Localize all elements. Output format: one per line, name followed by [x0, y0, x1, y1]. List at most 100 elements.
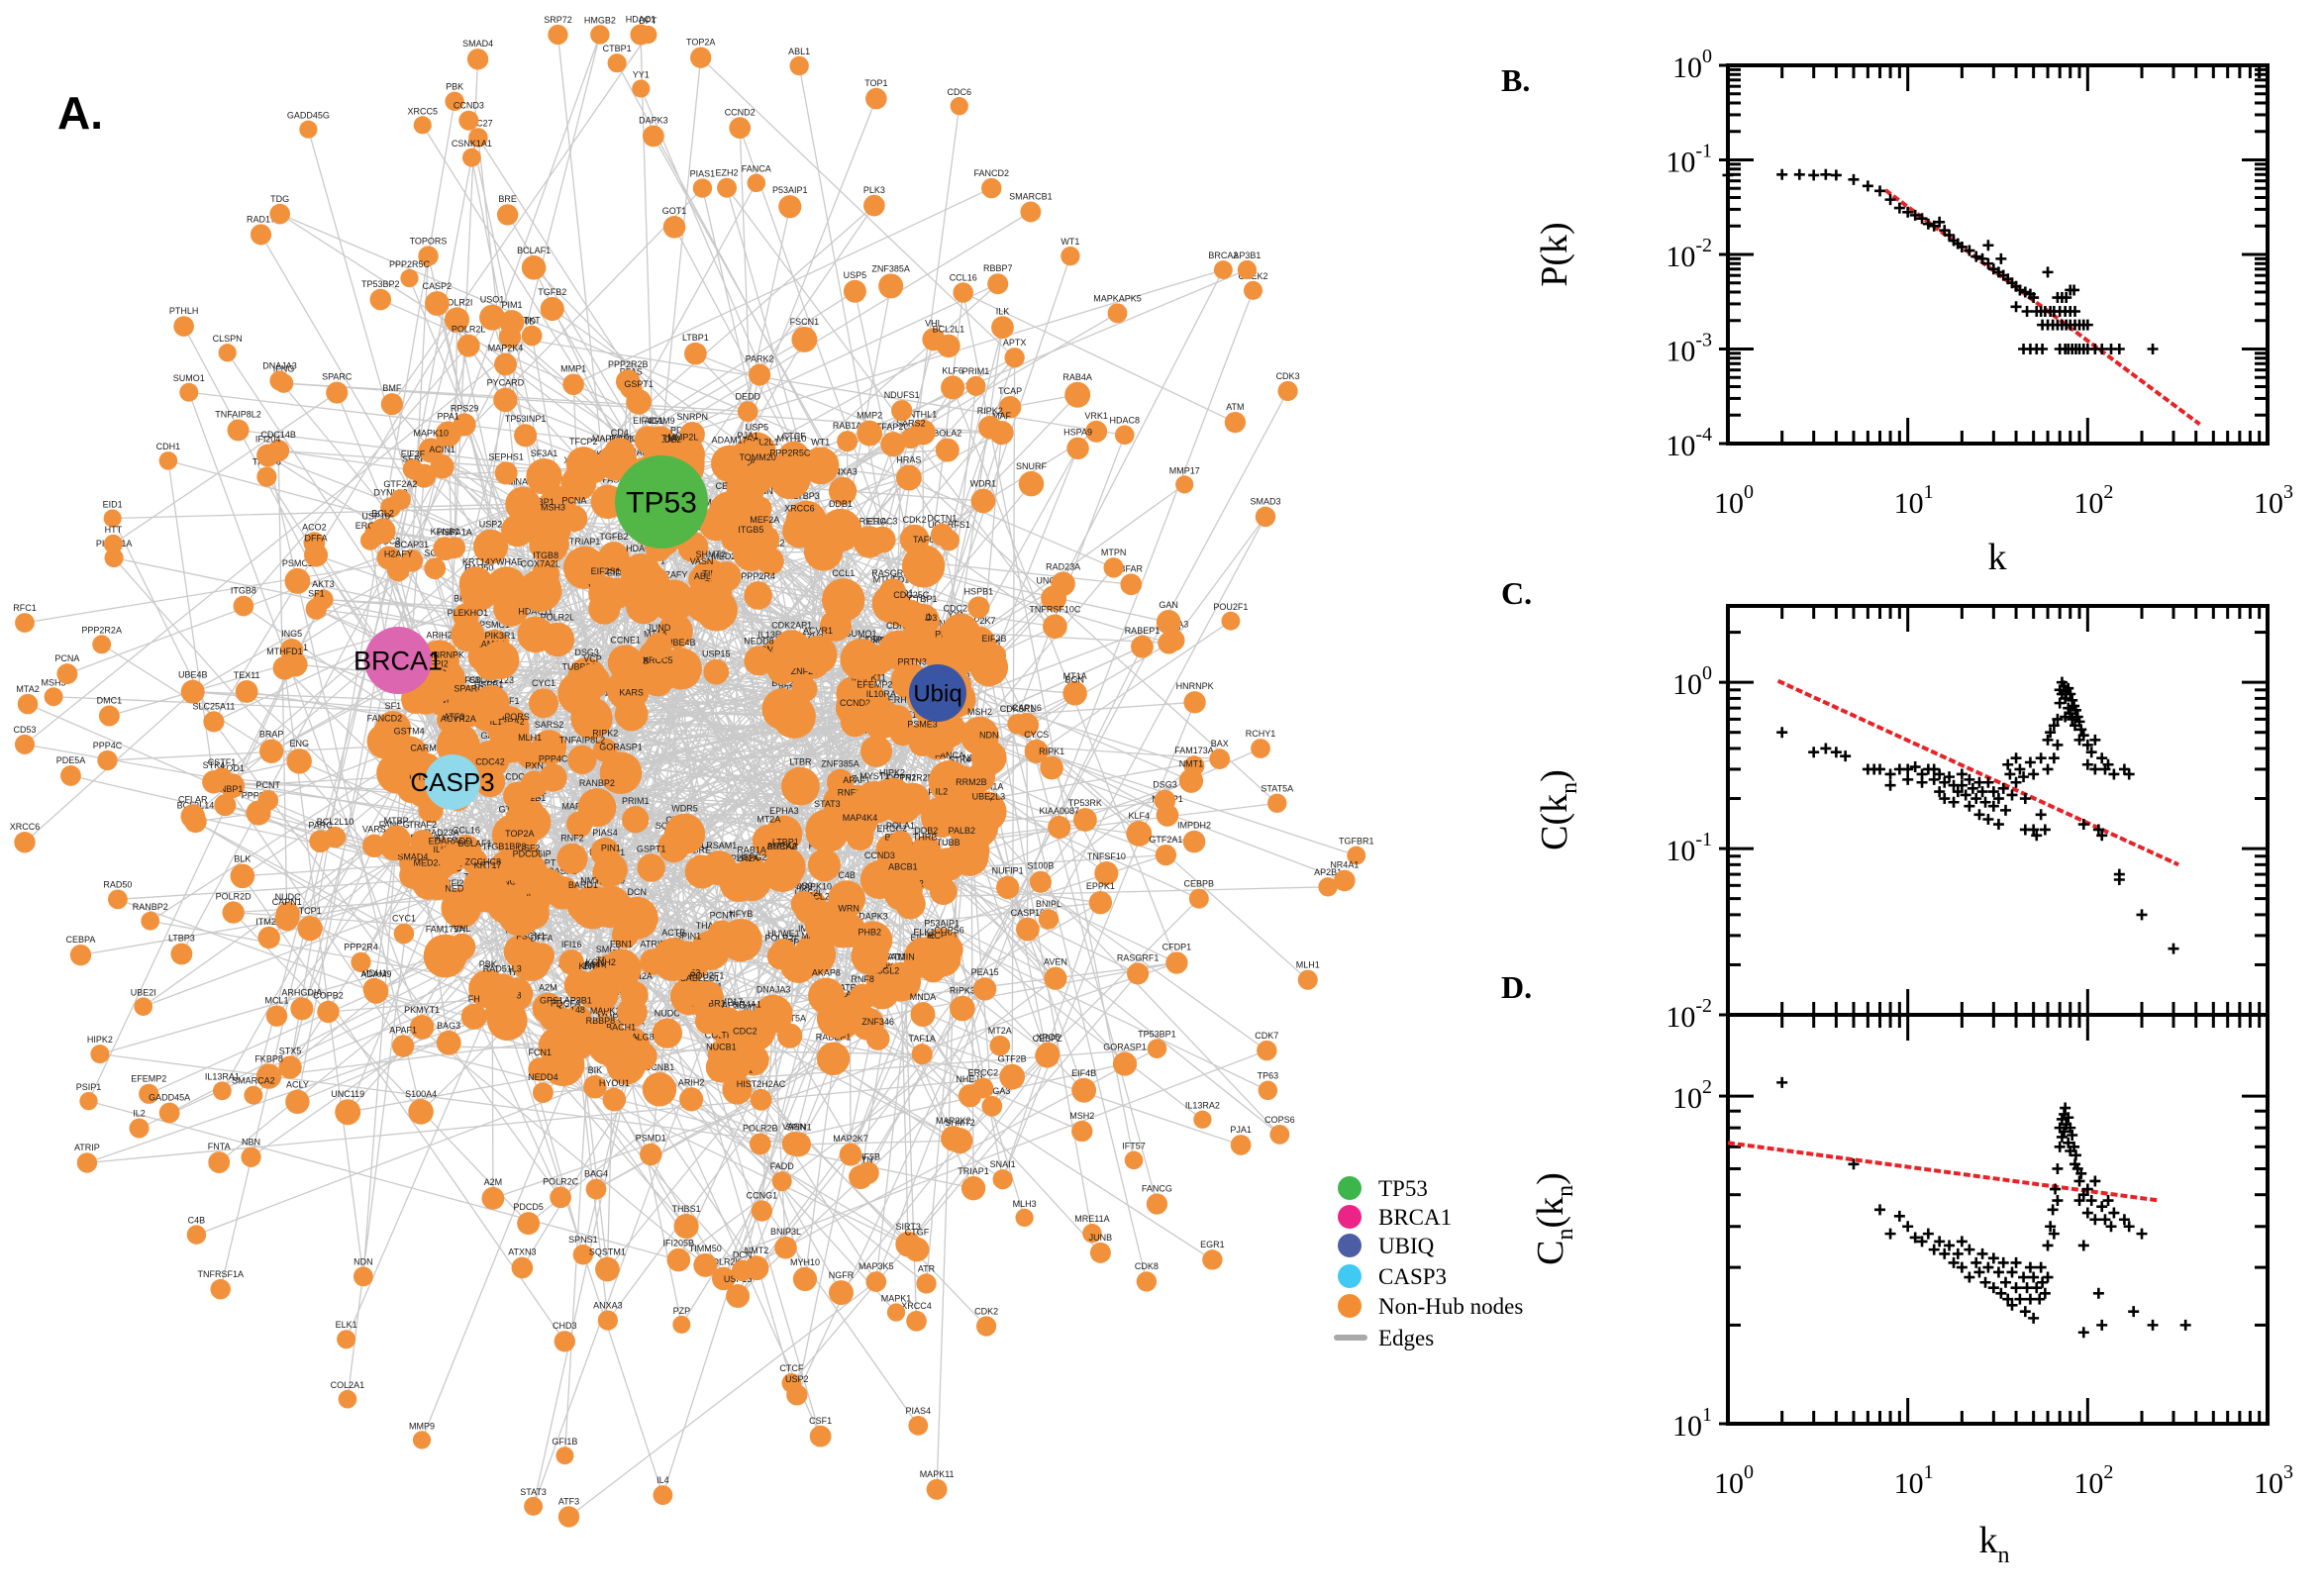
gene-node	[614, 697, 649, 732]
gene-node-label: ERCC2	[877, 824, 908, 834]
gene-node	[888, 830, 913, 855]
gene-node-label: PRIM1	[962, 366, 990, 376]
gene-node	[1036, 1042, 1060, 1066]
gene-node	[458, 110, 479, 131]
gene-node	[973, 801, 1004, 832]
gene-node	[749, 363, 771, 386]
gene-node-label: HNRNPK	[427, 649, 464, 659]
gene-node	[778, 195, 802, 219]
data-point	[2096, 1201, 2108, 1213]
gene-node	[878, 273, 904, 299]
plot-box	[1726, 63, 2270, 446]
data-point	[2085, 747, 2097, 758]
gene-node-label: CHD3	[553, 1321, 577, 1331]
gene-node	[1063, 684, 1085, 706]
gene-node	[916, 1273, 937, 1294]
gene-node	[886, 1303, 906, 1322]
gene-node	[548, 24, 568, 46]
gene-node	[768, 457, 811, 500]
gene-node	[479, 304, 506, 331]
data-point	[2089, 763, 2101, 775]
network-edge	[661, 407, 1011, 1496]
gene-node-label: EIF4B	[1071, 1068, 1096, 1078]
data-point	[1967, 782, 1978, 794]
hub-label-tp53: TP53	[626, 487, 697, 520]
gene-node-label: SPNS1	[568, 1235, 598, 1245]
gene-node	[1004, 348, 1025, 368]
gene-node	[807, 850, 835, 878]
gene-node	[456, 334, 480, 357]
gene-node-label: STK4	[949, 755, 971, 765]
gene-node-label: MTPN	[1101, 548, 1127, 557]
data-point	[2077, 1327, 2089, 1339]
data-point	[2024, 756, 2036, 768]
data-point	[2065, 708, 2076, 720]
data-point	[2168, 943, 2179, 954]
gene-node-label: FNTA	[208, 1142, 231, 1151]
gene-node	[444, 307, 470, 333]
legend-item-ubiq: UBIQ	[1338, 1234, 1435, 1258]
gene-node-label: IFI204	[255, 435, 281, 445]
gene-node-label: HSPB1	[964, 586, 994, 596]
gene-node-label: MAP2K7	[833, 1134, 868, 1144]
network-hub-nodes: TP53 BRCA1 Ubiq CASP3	[354, 455, 966, 810]
panel-a-letter: A.	[57, 87, 103, 139]
gene-node-label: BCL2	[371, 508, 394, 518]
data-point	[1902, 206, 1914, 218]
gene-node-label: IL2	[936, 786, 949, 796]
legend-item-label: TP53	[1378, 1176, 1428, 1201]
gene-node-label: USP5	[746, 423, 769, 433]
data-point	[1893, 1210, 1905, 1222]
gene-node-label: HDAC1	[626, 544, 656, 553]
gene-node-label: PJA1	[1230, 1125, 1252, 1135]
gene-node-label: USP5	[844, 270, 867, 280]
gene-node-label: TNFAIP8L2	[559, 736, 606, 746]
gene-node	[690, 47, 712, 68]
gene-node-label: ABL1	[694, 571, 716, 581]
data-point	[2063, 1112, 2074, 1124]
data-point	[1793, 168, 1805, 180]
gene-node	[208, 1151, 231, 1173]
gene-node-label: MMP17	[1169, 465, 1200, 475]
data-point	[2014, 284, 2026, 296]
gene-node	[554, 1331, 575, 1352]
gene-node-label: GSTM4	[394, 726, 425, 736]
gene-node	[950, 97, 968, 116]
data-point	[1840, 750, 1852, 762]
gene-node-label: ITGB8	[533, 550, 558, 560]
gene-node-label: CCL1	[832, 568, 855, 578]
gene-node	[935, 935, 963, 964]
gene-node-label: TRIAP1	[569, 537, 601, 547]
gene-node	[1018, 470, 1045, 497]
gene-node	[950, 995, 975, 1022]
gene-node-label: H2AFY	[658, 569, 687, 579]
gene-node-label: MCL1	[264, 995, 288, 1005]
gene-node	[529, 943, 556, 969]
data-point	[1916, 213, 1928, 225]
gene-node	[250, 224, 272, 246]
legend-item-label: Edges	[1378, 1326, 1434, 1350]
gene-node	[931, 848, 965, 881]
gene-node-label: CASP10	[1011, 908, 1046, 918]
gene-node	[444, 537, 466, 559]
gene-node	[210, 1278, 231, 1300]
gene-node	[186, 1225, 207, 1245]
network-edge	[391, 34, 649, 405]
gene-node-label: IL13RA1	[758, 630, 792, 640]
gene-node-label: GTF2A2	[383, 479, 417, 489]
gene-node-label: HDAC1	[626, 14, 656, 24]
tick-label: 10-4	[1666, 424, 1712, 462]
data-point	[1939, 776, 1951, 788]
gene-node-label: LTBP1	[682, 333, 709, 343]
gene-node	[532, 1082, 554, 1104]
data-point	[1776, 168, 1788, 180]
gene-node-label: PRTN3	[898, 656, 927, 666]
plot-box	[1726, 604, 2270, 1017]
network-edge	[243, 317, 493, 607]
gene-node	[1112, 1051, 1138, 1076]
gene-node	[1213, 260, 1233, 280]
gene-node-label: TFAP2C	[712, 1001, 747, 1011]
gene-node-label: IL4	[656, 1475, 669, 1485]
data-point	[1934, 768, 1946, 780]
